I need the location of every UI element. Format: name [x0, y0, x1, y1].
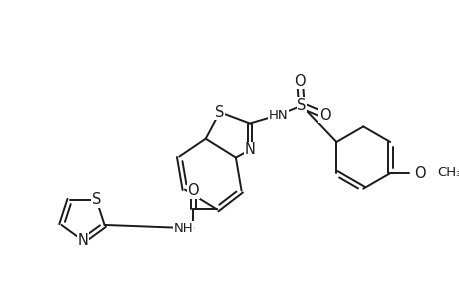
Text: O: O: [413, 166, 425, 181]
Text: S: S: [91, 192, 101, 207]
Text: S: S: [297, 98, 306, 113]
Text: NH: NH: [174, 222, 193, 235]
Text: O: O: [294, 74, 305, 88]
Text: O: O: [318, 108, 330, 123]
Text: N: N: [78, 233, 88, 248]
Text: S: S: [215, 105, 224, 120]
Text: HN: HN: [268, 109, 287, 122]
Text: N: N: [244, 142, 255, 158]
Text: CH₃: CH₃: [437, 166, 459, 179]
Text: O: O: [187, 183, 199, 198]
